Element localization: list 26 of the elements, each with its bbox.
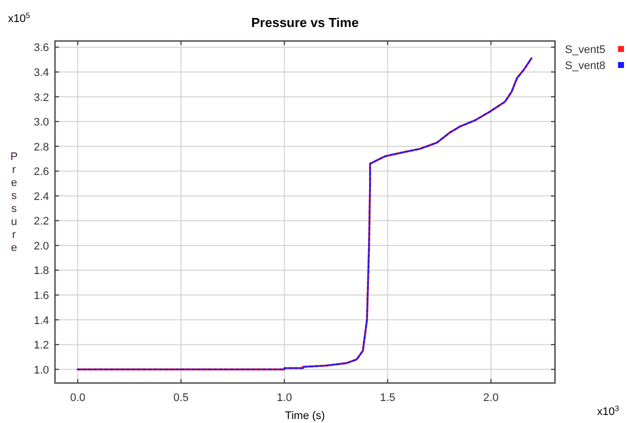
x-tick-label: 1.0 (276, 392, 292, 404)
x-tick-label: 0.5 (173, 392, 189, 404)
x-tick-label: 2.0 (483, 392, 499, 404)
y-tick-label: 2.6 (34, 166, 49, 178)
y-tick-label: 3.0 (34, 116, 49, 129)
text: S_vent8 (565, 60, 606, 72)
y-tick-label: 1.4 (34, 314, 49, 327)
y-tick-label: 2.8 (34, 141, 49, 154)
y-tick-label: 3.6 (34, 42, 49, 54)
y-tick-label: 2.0 (34, 240, 49, 252)
y-tick-label: 1.8 (34, 265, 49, 278)
y-tick-label: 1.2 (34, 340, 49, 352)
x-axis-title: Time (s) (285, 410, 325, 422)
y-tick-label: 1.6 (34, 290, 49, 302)
chart-title: Pressure vs Time (251, 15, 359, 30)
y-tick-label: 3.2 (34, 92, 49, 104)
y-tick-label: 2.4 (34, 190, 49, 203)
y-tick-label: 2.2 (34, 216, 49, 228)
text: S_vent5 (565, 44, 606, 56)
x-tick-label: 0.0 (70, 392, 86, 404)
text: x10$^{5}$ (8, 10, 30, 25)
x-tick-label: 1.5 (380, 392, 396, 404)
y-tick-label: 3.4 (34, 66, 49, 79)
y-tick-label: 1.0 (34, 364, 49, 376)
text: x10$^{3}$ (596, 404, 619, 418)
y-axis-title: Pressure (10, 151, 18, 254)
